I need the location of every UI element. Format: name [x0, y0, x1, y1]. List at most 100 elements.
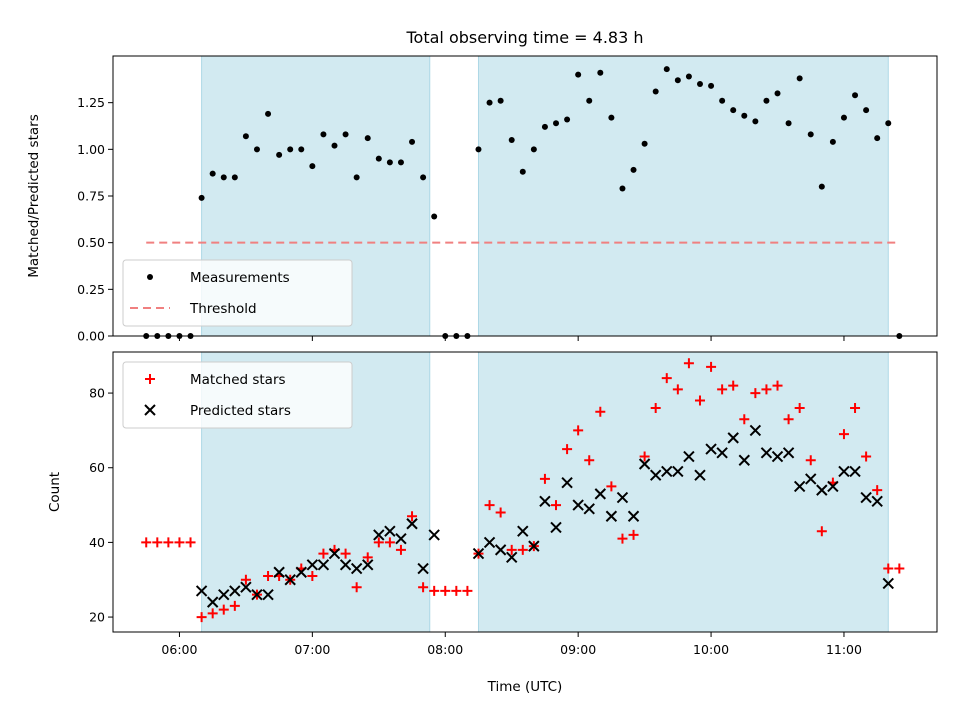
matched-star-point [229, 600, 240, 611]
predicted-star-point [683, 450, 695, 463]
matched-star-point [340, 548, 351, 559]
measurement-point [774, 90, 781, 97]
predicted-star-point [417, 562, 429, 575]
xtick-label: 07:00 [294, 642, 330, 657]
matched-star-point [551, 500, 562, 511]
matched-star-point [240, 574, 251, 585]
matched-star-point [672, 384, 683, 395]
measurement-point [818, 183, 825, 190]
top-ytick-label: 0.75 [77, 189, 105, 204]
matched-star-point [717, 384, 728, 395]
predicted-star-point [572, 499, 584, 511]
matched-star-point [351, 582, 362, 593]
measurement-point [796, 75, 803, 82]
predicted-star-point [583, 503, 595, 515]
measurement-point [752, 118, 759, 125]
xtick-label: 08:00 [427, 642, 463, 657]
predicted-star-point [350, 562, 363, 575]
predicted-star-point [694, 469, 706, 481]
predicted-star-point [539, 495, 551, 508]
predicted-star-point [661, 465, 673, 478]
predicted-star-point [528, 540, 540, 552]
matched-star-point [850, 403, 861, 413]
matched-star-point [495, 507, 506, 518]
measurement-point [852, 92, 859, 99]
matched-star-point [883, 563, 894, 574]
top-panel: 0.00 0.25 0.50 0.75 1.00 1.25 Matched/Predicte… [26, 55, 938, 344]
measurement-point [719, 97, 726, 104]
measurement-point [231, 174, 238, 181]
predicted-star-point [284, 574, 296, 586]
measurement-point [320, 131, 327, 138]
measurement-point [409, 138, 416, 145]
measurement-point [685, 73, 692, 80]
predicted-star-point [771, 450, 784, 463]
measurement-point [331, 142, 338, 149]
matched-star-point [894, 563, 905, 574]
bottom-ytick-label: 40 [89, 535, 105, 550]
measurement-point [541, 123, 548, 130]
matched-star-point [694, 395, 705, 406]
measurement-point [375, 155, 382, 162]
predicted-star-point [195, 585, 208, 597]
bottom-ytick-label: 60 [89, 460, 105, 475]
legend-label: Matched stars [190, 372, 286, 388]
predicted-star-point [306, 559, 319, 571]
matched-star-point [728, 380, 739, 391]
predicted-star-point [295, 566, 307, 578]
top-legend: Measurements Threshold [122, 259, 353, 327]
measurement-point [431, 213, 438, 220]
predicted-star-point [517, 525, 529, 537]
matched-star-point [805, 455, 816, 466]
matched-star-point [861, 451, 872, 462]
measurement-point [242, 133, 249, 140]
xtick-label: 09:00 [560, 642, 596, 657]
predicted-star-point [240, 581, 252, 593]
measurement-point [253, 146, 260, 153]
legend-predicted-marker [144, 404, 156, 416]
matched-star-point [484, 500, 495, 511]
top-ytick-label: 1.00 [77, 142, 105, 157]
legend-label: Predicted stars [190, 403, 291, 419]
measurement-point [353, 174, 360, 181]
predicted-star-point [616, 491, 629, 504]
measurement-point [807, 131, 814, 138]
top-ytick-label: 0.25 [77, 282, 105, 297]
measurement-point [276, 151, 283, 158]
measurement-point [386, 159, 393, 166]
predicted-star-point [793, 480, 806, 493]
bottom-legend-box [122, 361, 353, 429]
measurement-point [397, 159, 404, 166]
matched-star-point [163, 537, 174, 548]
matched-star-point [573, 425, 584, 436]
predicted-star-point [561, 476, 573, 489]
predicted-star-point [760, 447, 773, 459]
measurement-point [342, 131, 349, 138]
matched-star-point [207, 608, 218, 619]
matched-star-point [706, 361, 717, 372]
measurement-point [486, 99, 493, 106]
predicted-star-point [805, 473, 817, 485]
predicted-star-point [749, 424, 762, 437]
predicted-star-point [649, 469, 662, 481]
predicted-star-point [550, 521, 562, 534]
top-legend-box [122, 259, 353, 327]
bottom-panel: 20 40 60 80 06:00 07:00 08:00 09:00 10:00 11:00 Co… [47, 351, 938, 695]
top-ytick-label: 1.25 [77, 95, 105, 110]
matched-star-point [152, 537, 163, 548]
predicted-star-point [362, 559, 374, 571]
matched-star-point [218, 604, 229, 615]
observing-band-2 [477, 55, 889, 337]
measurement-point [530, 146, 537, 153]
predicted-star-point [206, 596, 219, 608]
predicted-star-point [849, 465, 861, 478]
measurement-point [863, 107, 870, 114]
legend-measurement-marker [147, 274, 153, 280]
measurement-point [198, 194, 205, 201]
matched-star-point [794, 403, 805, 413]
measurement-point [364, 135, 371, 142]
measurement-point [608, 114, 615, 121]
observing-band-2 [477, 351, 889, 633]
measurement-point [597, 69, 604, 76]
xtick-label: 10:00 [693, 642, 729, 657]
